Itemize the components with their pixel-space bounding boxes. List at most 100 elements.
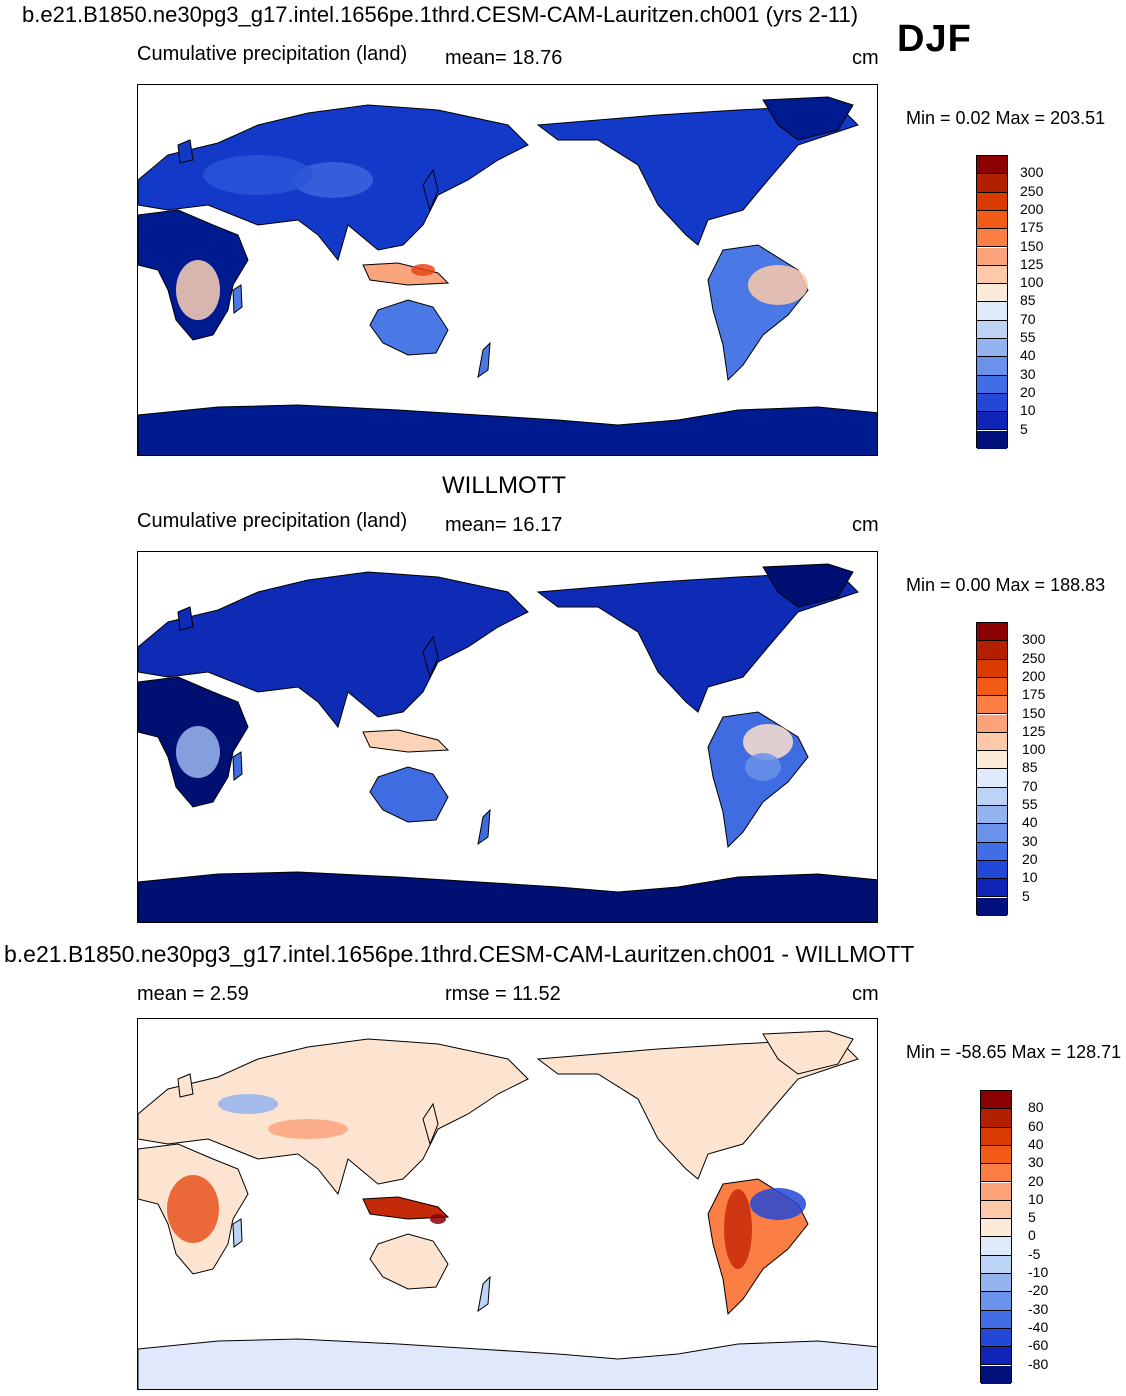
panel3-section-title: b.e21.B1850.ne30pg3_g17.intel.1656pe.1th… xyxy=(4,941,915,967)
landmass-madagascar xyxy=(232,751,243,781)
colorbar-swatch xyxy=(977,787,1007,806)
landmass-indonesia xyxy=(362,262,450,286)
colorbar-tick-label: 125 xyxy=(1020,255,1044,272)
colorbar-tick-label: -5 xyxy=(1028,1245,1041,1262)
landmass-australia xyxy=(369,766,449,823)
panel1-minmax: Min = 0.02 Max = 203.51 xyxy=(906,108,1106,128)
colorbar-tick-label: 250 xyxy=(1022,649,1046,666)
colorbar-swatch xyxy=(977,714,1007,733)
panel1-units: cm xyxy=(852,47,879,69)
landmass-uk xyxy=(177,1073,194,1098)
colorbar-box xyxy=(976,155,1008,449)
colorbar-swatch xyxy=(977,751,1007,770)
colorbar-swatch xyxy=(981,1310,1011,1329)
precip-anomaly-region xyxy=(743,724,793,760)
colorbar-swatch xyxy=(977,696,1007,715)
landmass-uk xyxy=(177,606,194,631)
panel3-units: cm xyxy=(852,983,879,1005)
colorbar-swatch xyxy=(977,284,1007,303)
panel2-section-title: WILLMOTT xyxy=(442,472,566,499)
colorbar-tick-label: 20 xyxy=(1022,850,1038,867)
colorbar-tick-label: 55 xyxy=(1020,329,1036,345)
landmass-nz xyxy=(477,1275,491,1313)
colorbar-tick-label: 100 xyxy=(1020,274,1044,291)
landmass-eurasia xyxy=(138,571,529,729)
colorbar-swatch xyxy=(981,1347,1011,1366)
colorbar-tick-label: -30 xyxy=(1028,1300,1049,1317)
colorbar-tick-label: 0 xyxy=(1028,1227,1036,1244)
colorbar-tick-label: -20 xyxy=(1028,1282,1049,1299)
precip-anomaly-region xyxy=(176,726,220,778)
colorbar-swatch xyxy=(977,320,1007,339)
panel2-mean: mean= 16.17 xyxy=(445,514,563,536)
colorbar-swatch xyxy=(981,1127,1011,1146)
landmass-madagascar xyxy=(232,1218,243,1248)
panel1-map xyxy=(137,84,878,456)
panel1-map-svg xyxy=(138,96,877,455)
colorbar-swatch xyxy=(977,897,1007,916)
colorbar-swatch xyxy=(981,1109,1011,1128)
colorbar-tick-label: 70 xyxy=(1020,310,1036,327)
panel3-rmse: rmse = 11.52 xyxy=(445,983,561,1005)
colorbar-tick-label: 40 xyxy=(1020,347,1036,364)
precip-anomaly-region xyxy=(293,162,373,198)
colorbar-swatch xyxy=(977,732,1007,752)
colorbar-tick-label: 5 xyxy=(1020,420,1028,437)
colorbar-swatch xyxy=(981,1365,1011,1384)
colorbar-swatch xyxy=(977,192,1007,211)
colorbar-swatch xyxy=(977,824,1007,843)
colorbar-tick-label: 10 xyxy=(1020,402,1036,419)
colorbar-tick-label: 5 xyxy=(1028,1209,1036,1226)
season-label: DJF xyxy=(897,18,972,60)
colorbar-tick-label: 55 xyxy=(1022,796,1038,812)
panel3-minmax: Min = -58.65 Max = 128.71 xyxy=(906,1042,1122,1062)
colorbar-tick-label: 30 xyxy=(1022,832,1038,849)
colorbar-swatch xyxy=(977,430,1007,449)
colorbar-tick-label: -40 xyxy=(1028,1318,1049,1335)
landmass-greenland xyxy=(762,563,854,608)
panel2-units: cm xyxy=(852,514,879,536)
precip-anomaly-region xyxy=(167,1175,219,1243)
landmass-nz xyxy=(477,341,491,379)
colorbar-swatch xyxy=(981,1164,1011,1183)
panel2-minmax: Min = 0.00 Max = 188.83 xyxy=(906,575,1106,595)
landmass-namerica xyxy=(536,104,859,246)
colorbar-box xyxy=(976,622,1008,916)
landmass-indonesia xyxy=(362,729,450,753)
colorbar-swatch xyxy=(981,1091,1011,1110)
colorbar-swatch xyxy=(977,677,1007,697)
colorbar-tick-label: 85 xyxy=(1022,759,1038,776)
colorbar-swatch xyxy=(977,247,1007,266)
colorbar-swatch xyxy=(977,174,1007,193)
landmass-madagascar xyxy=(232,284,243,314)
colorbar-tick-label: 20 xyxy=(1028,1172,1044,1189)
colorbar-tick-label: 175 xyxy=(1022,686,1046,703)
panel3-mean: mean = 2.59 xyxy=(137,983,249,1005)
colorbar-tick-label: 300 xyxy=(1020,164,1044,181)
precip-anomaly-region xyxy=(430,1214,446,1224)
panel3-map xyxy=(137,1018,878,1390)
colorbar-swatch xyxy=(977,769,1007,788)
landmass-australia xyxy=(369,299,449,356)
colorbar-tick-label: -10 xyxy=(1028,1264,1049,1280)
colorbar-tick-label: 200 xyxy=(1020,200,1044,217)
colorbar-swatch xyxy=(981,1200,1011,1220)
colorbar-tick-label: -60 xyxy=(1028,1337,1049,1354)
colorbar-swatch xyxy=(981,1328,1011,1348)
precip-anomaly-region xyxy=(218,1094,278,1114)
colorbar-tick-label: 125 xyxy=(1022,722,1046,739)
colorbar-tick-label: 5 xyxy=(1022,887,1030,904)
colorbar-swatch xyxy=(981,1219,1011,1238)
colorbar-swatch xyxy=(981,1274,1011,1293)
panel1-mean: mean= 18.76 xyxy=(445,47,563,69)
landmass-indonesia xyxy=(362,1196,450,1220)
colorbar-tick-label: 70 xyxy=(1022,777,1038,794)
colorbar-swatch xyxy=(977,412,1007,431)
landmass-samerica xyxy=(707,244,809,382)
precip-anomaly-region xyxy=(176,260,220,320)
panel2-field-label: Cumulative precipitation (land) xyxy=(137,510,408,532)
colorbar-tick-label: 80 xyxy=(1028,1099,1044,1116)
colorbar-swatch xyxy=(977,265,1007,285)
colorbar-swatch xyxy=(977,860,1007,880)
colorbar-tick-label: 10 xyxy=(1028,1190,1044,1207)
